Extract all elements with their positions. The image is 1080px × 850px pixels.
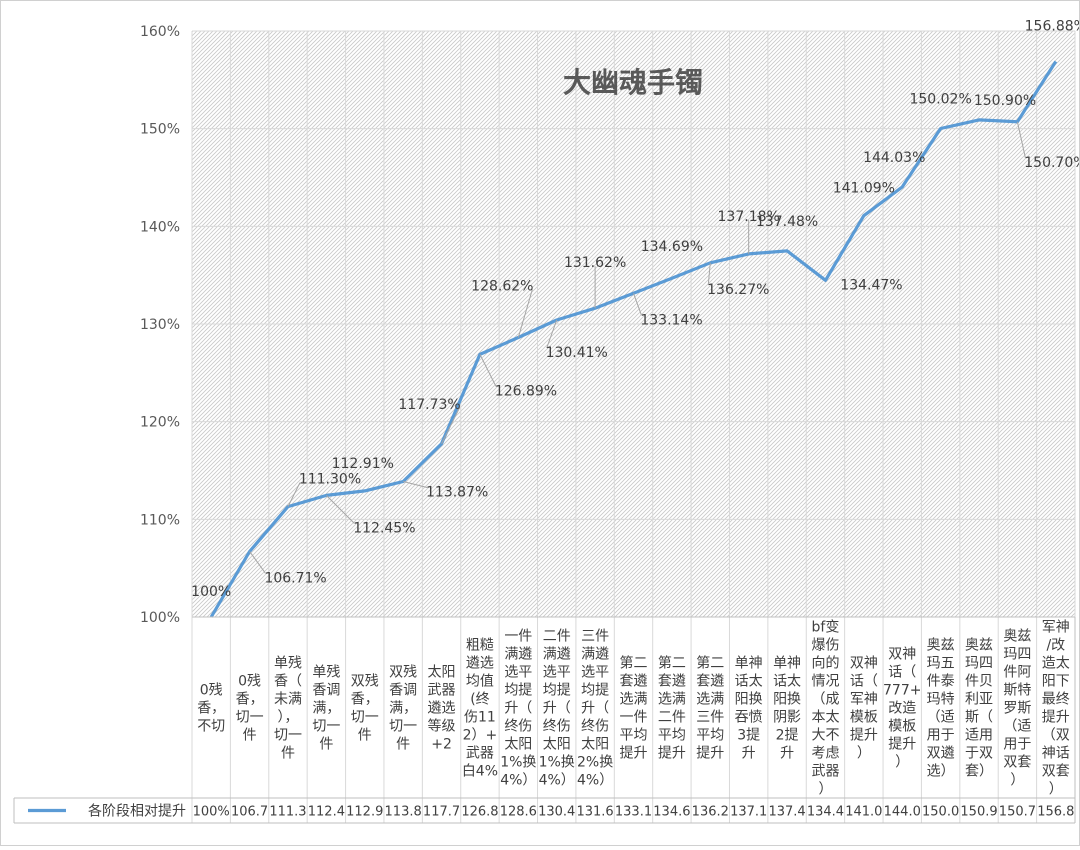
data-label: 137.48% <box>756 214 818 230</box>
x-tick-label: 单残香（未满），切一件 <box>274 656 302 762</box>
table-value: 106.7 <box>231 805 268 820</box>
x-tick-label: 第二套遴选满三件平均提升 <box>696 655 724 762</box>
series-line <box>209 60 1058 618</box>
y-tick-label: 120% <box>140 415 180 431</box>
x-tick-label: 三件满遴选平均提升（终伤太阳 2%换 4%） <box>577 629 613 789</box>
y-tick-label: 150% <box>140 122 180 138</box>
table-value: 112.9 <box>346 805 383 820</box>
data-label: 117.73% <box>398 397 460 413</box>
table-value: 150.9 <box>960 805 997 820</box>
table-value: 131.6 <box>576 805 613 820</box>
x-tick-label: 奥兹玛四件阿斯特罗斯（适用于双套） <box>1003 628 1031 789</box>
x-tick-label: 双残香调满，切一件 <box>389 665 417 753</box>
chart-title: 大幽魂手镯 <box>563 66 703 99</box>
table-value: 133.1 <box>615 805 652 820</box>
data-label-leader <box>249 551 266 574</box>
data-label-leader <box>1016 121 1026 158</box>
table-value: 137.1 <box>730 805 767 820</box>
y-tick-label: 140% <box>140 219 180 235</box>
legend-label: 各阶段相对提升 <box>88 804 186 820</box>
table-value: 113.8 <box>385 805 422 820</box>
x-tick-label: 军神/改造太阳下最终提升（双神话双套） <box>1042 620 1070 798</box>
table-value: 144.0 <box>884 805 921 820</box>
table-value: 111.3 <box>269 805 306 820</box>
y-tick-label: 100% <box>140 610 180 626</box>
data-label: 150.90% <box>974 93 1036 109</box>
data-label: 156.88% <box>1025 18 1080 34</box>
data-label: 150.02% <box>909 91 971 107</box>
y-tick-label: 130% <box>140 317 180 333</box>
table-value: 126.8 <box>461 805 498 820</box>
data-label: 128.62% <box>471 278 533 294</box>
data-label: 144.03% <box>863 150 925 166</box>
table-value: 150.7 <box>999 805 1036 820</box>
table-value: 130.4 <box>538 805 575 820</box>
data-label-leader <box>633 293 642 316</box>
data-label: 136.27% <box>707 282 769 298</box>
table-value: 150.0 <box>922 805 959 820</box>
x-tick-label: 第二套遴选满二件平均提升 <box>658 655 686 762</box>
x-tick-label: 第二套遴选满一件平均提升 <box>620 655 648 762</box>
table-value: 100% <box>193 805 230 820</box>
data-label: 150.70% <box>1024 155 1080 171</box>
table-value: 112.4 <box>308 805 345 820</box>
data-label: 134.69% <box>641 239 703 255</box>
data-label-leader <box>326 495 355 524</box>
table-value: 137.4 <box>768 805 805 820</box>
data-label-leader <box>707 262 711 285</box>
x-tick-label: 二件满遴选平均提升（终伤太阳 1%换 4%） <box>539 629 575 789</box>
data-label: 112.91% <box>332 456 394 472</box>
x-tick-label: 双残香，切一件 <box>351 674 379 744</box>
x-tick-label: 单神话太阳换吞愤 3提升 <box>735 656 763 762</box>
data-label: 141.09% <box>833 181 895 197</box>
x-tick-label: 双神话（军神模板提升） <box>850 656 878 762</box>
data-label: 131.62% <box>564 255 626 271</box>
x-tick-label: 奥兹玛五件泰玛特（适用于双遴选） <box>927 637 955 780</box>
y-tick-label: 160% <box>140 24 180 40</box>
table-value: 134.4 <box>807 805 844 820</box>
data-label-leader <box>441 407 460 445</box>
data-label: 137.18% <box>718 209 780 225</box>
x-tick-label: 一件满遴选平均提升（终伤太阳 1%换 4%） <box>500 629 536 789</box>
data-label: 112.45% <box>353 520 415 536</box>
data-label: 133.14% <box>640 312 702 328</box>
x-tick-label: bf变爆伤向的情况（成本太大不考虑武器） <box>811 620 839 798</box>
table-value: 134.6 <box>653 805 690 820</box>
x-tick-label: 双神话（ 777+改造模板提升） <box>883 647 921 771</box>
data-label-leader <box>479 354 497 387</box>
table-value: 156.8 <box>1037 805 1074 820</box>
x-tick-label: 0残香，切一件 <box>236 674 264 744</box>
data-label: 111.30% <box>299 472 361 488</box>
data-label: 100% <box>191 584 231 600</box>
x-tick-label: 单神话太阳换阴影 2提升 <box>773 656 801 762</box>
data-label-leader <box>403 481 428 489</box>
table-value: 136.2 <box>692 805 729 820</box>
table-value: 128.6 <box>500 805 537 820</box>
table-value: 141.0 <box>845 805 882 820</box>
x-tick-label: 奥兹玛四件贝利亚斯（适用于双套） <box>965 637 993 780</box>
data-label: 134.47% <box>840 277 902 293</box>
data-label: 126.89% <box>495 383 557 399</box>
data-label: 106.71% <box>264 570 326 586</box>
data-label-leader <box>517 289 533 338</box>
data-label: 113.87% <box>426 485 488 501</box>
data-label-leader <box>287 482 301 507</box>
x-tick-label: 太阳武器遴选等级+2 <box>428 665 456 753</box>
x-tick-label: 0残香，不切 <box>197 683 225 735</box>
x-tick-label: 单残香调满，切一件 <box>312 665 340 753</box>
data-label: 130.41% <box>546 345 608 361</box>
y-tick-label: 110% <box>140 512 180 528</box>
table-value: 117.7 <box>423 805 460 820</box>
x-tick-label: 粗糙遴选均值(终伤11 2）+武器白4% <box>462 638 498 780</box>
data-label-leader <box>546 319 558 349</box>
